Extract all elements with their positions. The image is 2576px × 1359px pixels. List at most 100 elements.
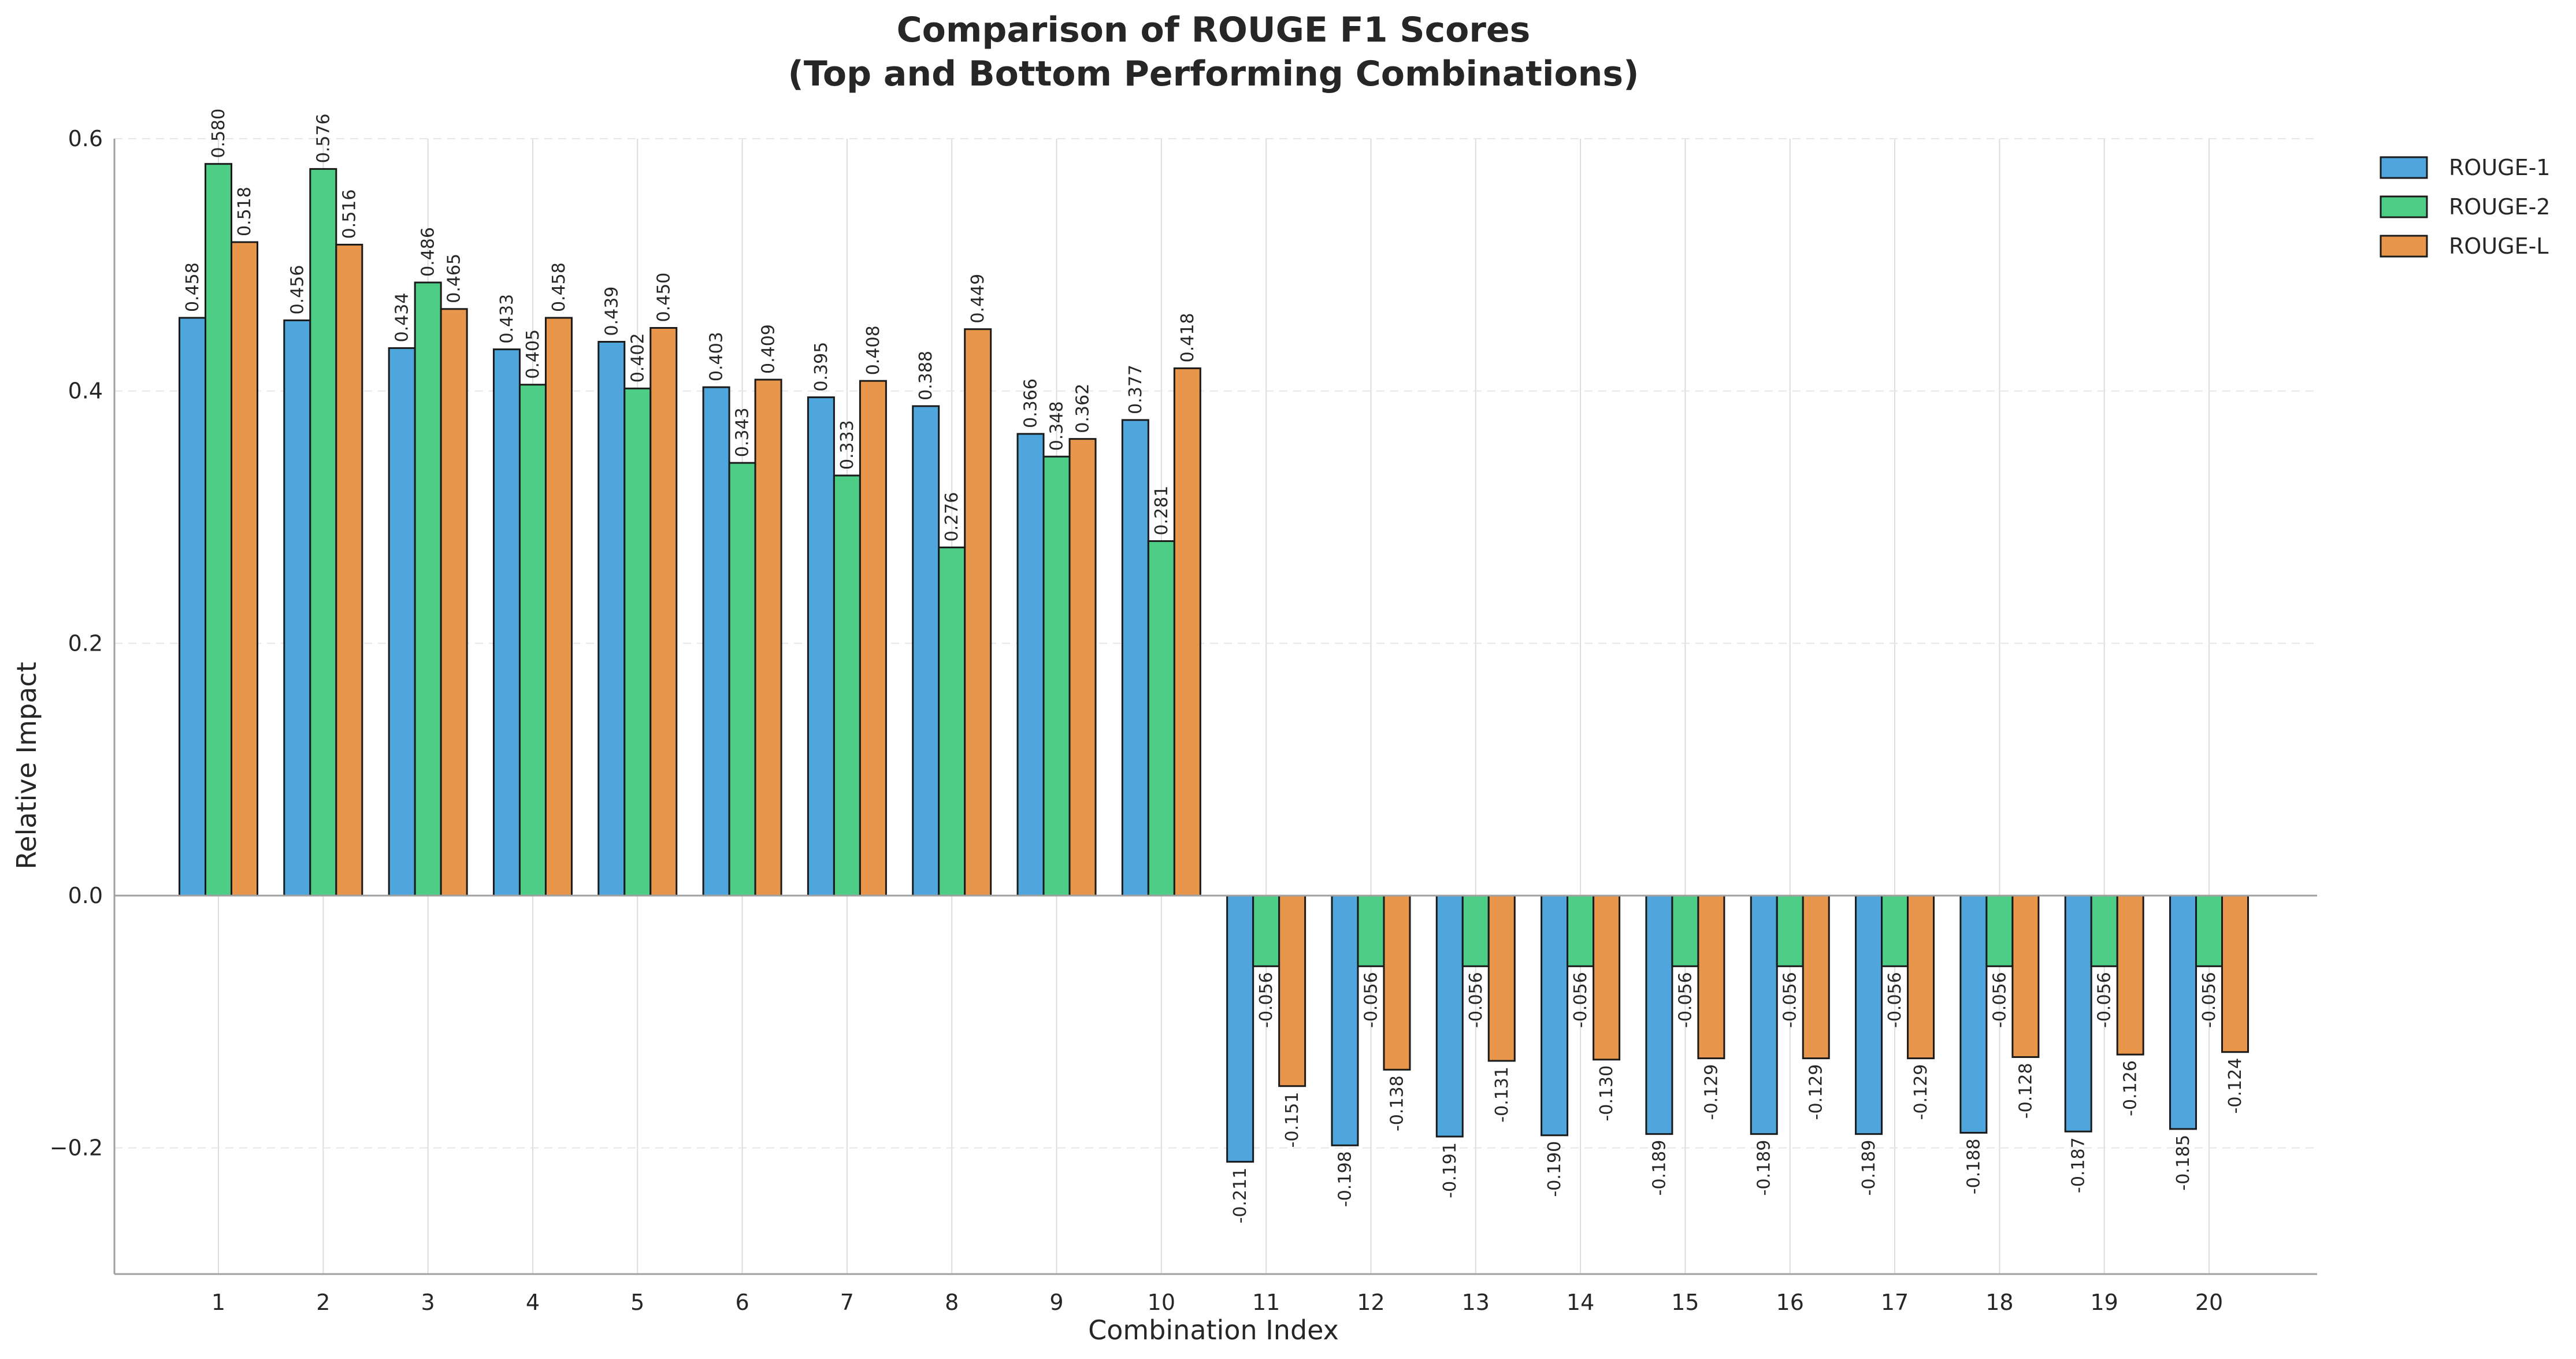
data-label: -0.131 (1492, 1067, 1512, 1123)
data-label: 0.418 (1178, 313, 1198, 362)
bar-rouge-l-15 (1697, 894, 1725, 1060)
bar-rouge-l-5 (649, 327, 678, 897)
legend-swatch (2380, 235, 2428, 258)
data-label: -0.056 (2199, 972, 2219, 1028)
data-label: 0.576 (313, 114, 333, 164)
bar-rouge-2-17 (1881, 894, 1909, 967)
bar-rouge-2-15 (1671, 894, 1699, 967)
x-tick-label: 2 (316, 1290, 330, 1315)
bar-rouge-1-18 (1959, 894, 1988, 1134)
bar-rouge-2-9 (1042, 455, 1071, 897)
x-tick-label: 19 (2091, 1290, 2118, 1315)
x-tick-label: 7 (840, 1290, 854, 1315)
bar-rouge-1-8 (912, 405, 940, 897)
y-tick-label: 0.4 (68, 378, 103, 404)
x-axis-label: Combination Index (1088, 1315, 1339, 1346)
data-label: -0.211 (1230, 1168, 1250, 1224)
data-label: -0.126 (2121, 1060, 2141, 1116)
bar-rouge-l-14 (1593, 894, 1621, 1061)
bar-rouge-2-18 (1985, 894, 2014, 967)
bar-rouge-2-12 (1357, 894, 1385, 967)
data-label: -0.185 (2173, 1135, 2193, 1191)
bar-rouge-1-4 (492, 348, 521, 897)
x-tick-label: 15 (1671, 1290, 1699, 1315)
bar-rouge-l-7 (859, 380, 887, 897)
axes (113, 139, 2317, 1275)
y-tick-label: 0.2 (68, 630, 103, 656)
data-label: -0.151 (1282, 1092, 1302, 1148)
bar-rouge-1-6 (702, 386, 730, 897)
data-label: 0.449 (968, 274, 988, 324)
bar-rouge-1-1 (179, 317, 206, 897)
y-axis-label: Relative Impact (11, 662, 42, 869)
bar-rouge-l-18 (2011, 894, 2040, 1058)
x-tick-label: 13 (1462, 1290, 1490, 1315)
grid-lines (114, 138, 2317, 1274)
data-label: -0.056 (1466, 972, 1486, 1028)
bars (179, 163, 2249, 1163)
data-label: 0.348 (1047, 401, 1067, 451)
x-tick-label: 4 (526, 1290, 540, 1315)
bar-rouge-1-17 (1855, 894, 1883, 1135)
data-label: 0.516 (339, 190, 359, 239)
data-label: -0.056 (1885, 972, 1905, 1028)
data-label: -0.056 (1780, 972, 1801, 1028)
data-label: 0.439 (602, 287, 622, 336)
bar-rouge-l-9 (1068, 438, 1097, 897)
legend-label: ROUGE-L (2449, 233, 2548, 259)
bar-rouge-l-4 (544, 317, 573, 897)
bar-rouge-l-2 (335, 243, 363, 897)
data-label: 0.343 (733, 407, 753, 457)
bar-rouge-1-3 (388, 347, 416, 897)
data-label: 0.433 (497, 294, 517, 344)
data-label: 0.458 (549, 262, 569, 312)
data-label: 0.434 (392, 293, 413, 343)
x-tick-label: 9 (1049, 1290, 1063, 1315)
bar-rouge-l-19 (2116, 894, 2144, 1056)
legend-label: ROUGE-1 (2449, 155, 2550, 180)
data-labels: 0.458 0.456 0.434 0.433 0.439 0.403 0.395 0.388… (183, 109, 2245, 1224)
bar-rouge-2-4 (518, 384, 547, 897)
data-label: 0.366 (1021, 378, 1041, 428)
x-tick-label: 12 (1357, 1290, 1384, 1315)
data-label: 0.518 (235, 187, 255, 236)
bar-rouge-1-16 (1750, 894, 1778, 1135)
bar-rouge-l-16 (1802, 894, 1830, 1060)
data-label: 0.377 (1126, 365, 1146, 414)
bar-rouge-1-9 (1016, 433, 1045, 897)
data-label: 0.405 (523, 329, 543, 379)
bar-rouge-2-5 (623, 387, 652, 897)
data-label: -0.130 (1597, 1065, 1617, 1122)
bar-rouge-2-10 (1147, 540, 1175, 897)
data-label: 0.333 (837, 420, 858, 470)
y-tick-label: −0.2 (50, 1135, 103, 1161)
data-label: -0.128 (2015, 1063, 2036, 1119)
bar-rouge-1-14 (1541, 894, 1569, 1137)
data-label: 0.388 (916, 351, 936, 400)
bar-rouge-l-1 (231, 241, 258, 897)
y-tick-label: 0.0 (68, 883, 103, 908)
bar-rouge-2-20 (2195, 894, 2223, 967)
bar-rouge-2-16 (1776, 894, 1804, 967)
bar-rouge-1-15 (1645, 894, 1673, 1135)
legend-swatch (2380, 156, 2428, 179)
data-label: -0.198 (1335, 1151, 1355, 1207)
bar-rouge-2-3 (414, 281, 442, 897)
bar-rouge-1-7 (807, 396, 835, 897)
bar-rouge-2-13 (1461, 894, 1490, 967)
data-label: -0.129 (1911, 1064, 1931, 1120)
data-label: 0.276 (942, 492, 962, 542)
data-label: -0.056 (2095, 972, 2115, 1028)
data-label: 0.281 (1152, 486, 1172, 536)
tick-labels: −0.20.00.20.40.61 2 3 4 5 6 7 8 9 10 11 12 13 14 15 16 1… (50, 126, 2223, 1315)
bar-rouge-1-19 (2064, 894, 2092, 1132)
bar-rouge-1-2 (283, 319, 311, 897)
legend-label: ROUGE-2 (2449, 194, 2550, 220)
bar-rouge-l-3 (440, 308, 468, 897)
data-label: 0.450 (654, 273, 674, 322)
bar-rouge-2-7 (833, 474, 861, 897)
data-label: -0.189 (1649, 1140, 1669, 1196)
x-tick-label: 3 (421, 1290, 435, 1315)
data-label: -0.056 (1675, 972, 1695, 1028)
